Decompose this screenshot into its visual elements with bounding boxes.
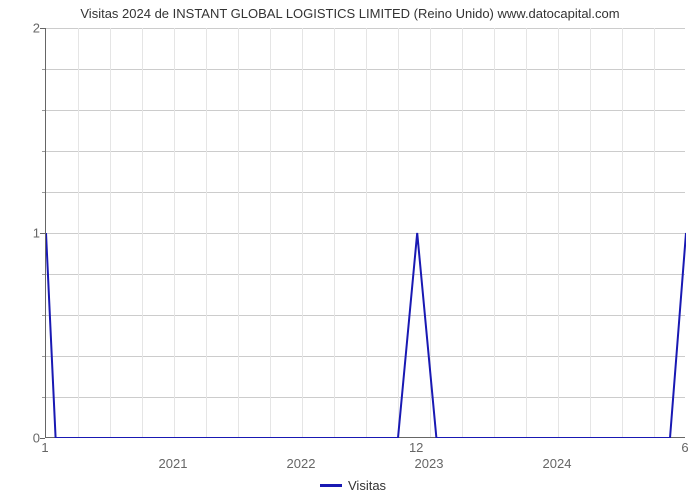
x-inline-label: 6 bbox=[681, 440, 688, 455]
legend-label: Visitas bbox=[348, 478, 386, 493]
x-inline-label: 12 bbox=[409, 440, 423, 455]
y-tick-minor bbox=[42, 110, 45, 111]
series-line bbox=[46, 28, 686, 438]
y-tick-mark bbox=[40, 233, 45, 234]
y-tick-minor bbox=[42, 274, 45, 275]
y-tick-minor bbox=[42, 315, 45, 316]
y-tick-label: 0 bbox=[10, 431, 40, 446]
x-year-label: 2021 bbox=[159, 456, 188, 471]
x-inline-label: 1 bbox=[41, 440, 48, 455]
y-tick-mark bbox=[40, 28, 45, 29]
legend-swatch bbox=[320, 484, 342, 487]
legend: Visitas bbox=[320, 478, 386, 493]
y-tick-label: 2 bbox=[10, 21, 40, 36]
x-year-label: 2023 bbox=[415, 456, 444, 471]
x-year-label: 2024 bbox=[543, 456, 572, 471]
plot-area bbox=[45, 28, 685, 438]
y-tick-minor bbox=[42, 151, 45, 152]
y-tick-label: 1 bbox=[10, 226, 40, 241]
chart-title: Visitas 2024 de INSTANT GLOBAL LOGISTICS… bbox=[0, 6, 700, 21]
y-tick-mark bbox=[40, 438, 45, 439]
y-tick-minor bbox=[42, 69, 45, 70]
x-year-label: 2022 bbox=[287, 456, 316, 471]
y-tick-minor bbox=[42, 397, 45, 398]
y-tick-minor bbox=[42, 356, 45, 357]
y-tick-minor bbox=[42, 192, 45, 193]
